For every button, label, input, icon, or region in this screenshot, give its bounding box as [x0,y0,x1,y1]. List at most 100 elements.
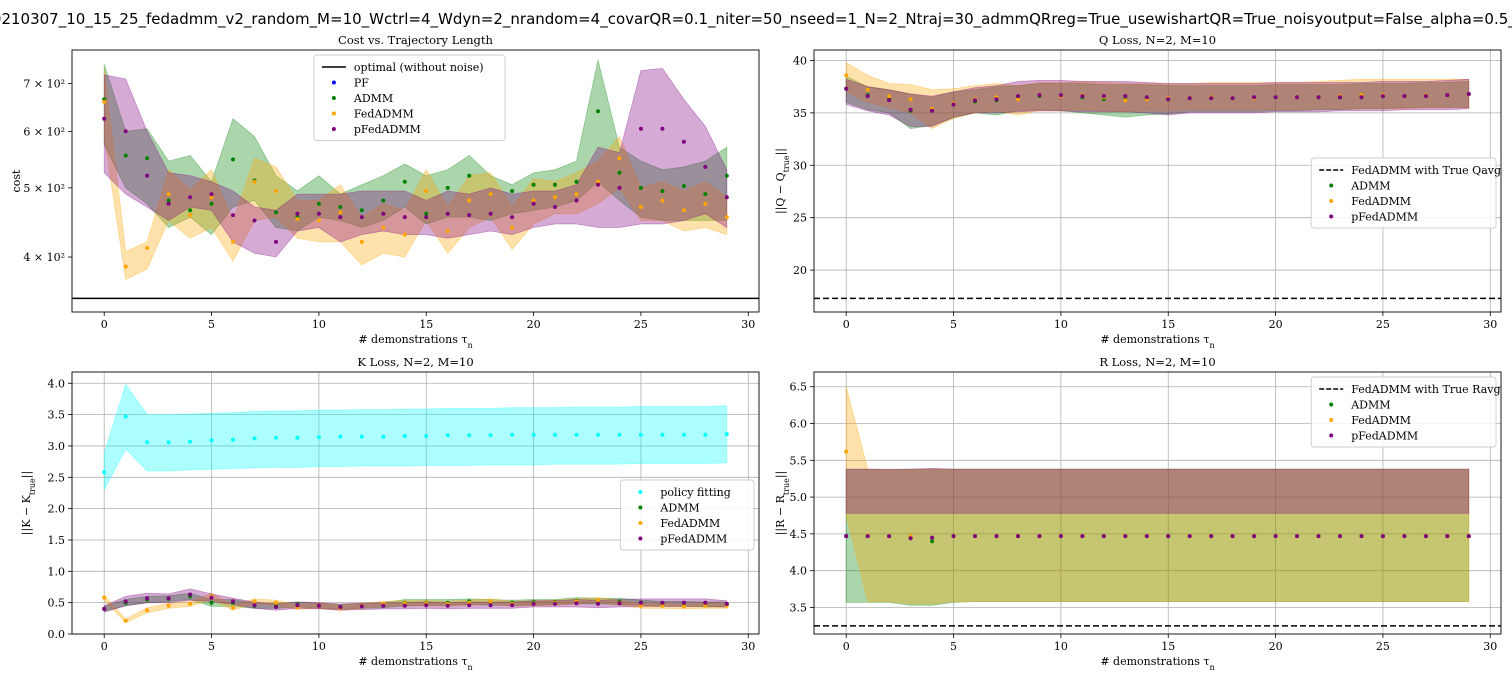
point-pfedadmm [973,534,977,539]
x-tick-label: 30 [741,640,755,653]
point-fedadmm [188,213,193,218]
point-pfedadmm [102,116,107,121]
y-tick-label: 4.0 [48,377,66,390]
point-pfedadmm [1295,95,1299,100]
point-pfedadmm [908,107,913,112]
y-tick-label: 6.5 [790,381,808,394]
x-axis-label: # demonstrations τn [358,333,472,350]
point-fedadmm [660,198,665,203]
point-pfedadmm [338,605,343,609]
chart-panels: Cost vs. Trajectory Length 0 5 10 15 20 25 30 4 … [10,33,1502,672]
point-pfedadmm [994,534,999,539]
point-fedadmm [488,599,493,604]
point-pfedadmm [1252,95,1257,100]
x-tick-label: 25 [1376,318,1390,331]
point-pfedadmm [402,603,407,608]
axes-frame [71,371,760,635]
point-policy-fitting [424,433,429,438]
point-fedadmm [531,198,536,203]
x-tick-label: 0 [843,640,850,653]
point-pfedadmm [209,595,214,600]
point-pfedadmm [295,603,300,608]
legend-label-admm: ADMM [353,92,393,105]
legend-box [313,54,506,141]
point-pfedadmm [596,601,600,606]
band-pfedadmm [845,467,1470,514]
point-fedadmm [703,603,708,608]
point-pfedadmm [1445,93,1450,98]
point-fedadmm [887,94,892,99]
point-policy-fitting [381,434,386,439]
point-pfedadmm [145,596,150,601]
point-pfedadmm [488,211,493,216]
legend: FedADMM with True Ravg ADMM FedADMM pFedADM… [1310,376,1501,448]
point-pfedadmm [510,603,515,608]
point-pfedadmm [844,534,849,539]
y-tick-label: 4.0 [790,565,808,578]
point-pfedadmm [660,126,665,131]
point-fedadmm [274,189,278,193]
point-policy-fitting [681,432,686,437]
point-pfedadmm [681,139,686,144]
y-tick-label: 7 × 10² [23,78,65,91]
point-pfedadmm [231,213,235,218]
legend-swatch-fedadmm [331,111,336,116]
y-axis-label: ||K − Ktrue|| [20,471,37,535]
legend: policy fitting ADMM FedADMM pFedADMM [619,479,755,551]
legend-swatch-admm [331,96,336,100]
point-pfedadmm [908,536,913,541]
point-policy-fitting [295,435,300,440]
point-fedadmm [123,264,128,269]
band-policy-fitting [103,383,728,490]
point-policy-fitting [617,432,622,437]
point-admm [510,189,515,193]
point-admm [123,153,128,158]
point-fedadmm [681,208,686,213]
legend-label-fedadmm: FedADMM [354,108,414,121]
point-fedadmm [316,218,321,223]
y-tick-label: 2.0 [48,503,66,516]
y-tick-label: 20 [793,264,807,277]
point-fedadmm [467,198,472,203]
point-pfedadmm [1123,534,1128,539]
point-fedadmm [553,195,557,200]
point-fedadmm [381,225,386,230]
x-tick-label: 15 [1161,318,1175,331]
x-tick-label: 10 [1054,318,1068,331]
x-tick-label: 20 [527,318,541,331]
point-policy-fitting [553,432,557,437]
point-admm [316,201,321,206]
legend-box [619,479,755,551]
point-pfedadmm [209,192,214,197]
point-pfedadmm [467,213,472,218]
legend-swatch-policy-fitting [638,490,643,494]
point-pfedadmm [316,603,321,608]
legend: FedADMM with True Qavg ADMM FedADMM pFedADM… [1310,157,1501,229]
point-pfedadmm [574,198,579,203]
point-pfedadmm [488,603,493,608]
point-pfedadmm [951,102,956,107]
point-pfedadmm [424,603,429,608]
point-fedadmm [865,87,870,92]
point-pfedadmm [531,201,536,206]
point-pfedadmm [1423,94,1428,99]
plot-area [814,386,1501,627]
point-fedadmm [510,225,515,230]
point-policy-fitting [231,437,235,442]
plot-area [72,60,759,300]
point-pfedadmm [951,534,956,539]
point-pfedadmm [638,126,643,131]
legend-label-reference: FedADMM with True Qavg [1351,164,1501,177]
y-tick-label: 4.5 [790,528,808,541]
point-pfedadmm [1080,534,1085,539]
legend-label-pfedadmm: pFedADMM [1351,430,1418,443]
panel-title: K Loss, N=2, M=10 [357,355,473,369]
point-fedadmm [681,604,686,609]
point-policy-fitting [252,436,257,441]
point-admm [724,173,729,178]
y-tick-label: 1.5 [48,534,66,547]
point-fedadmm [660,603,665,608]
point-fedadmm [274,600,278,605]
point-pfedadmm [359,215,364,220]
point-admm [145,156,150,161]
